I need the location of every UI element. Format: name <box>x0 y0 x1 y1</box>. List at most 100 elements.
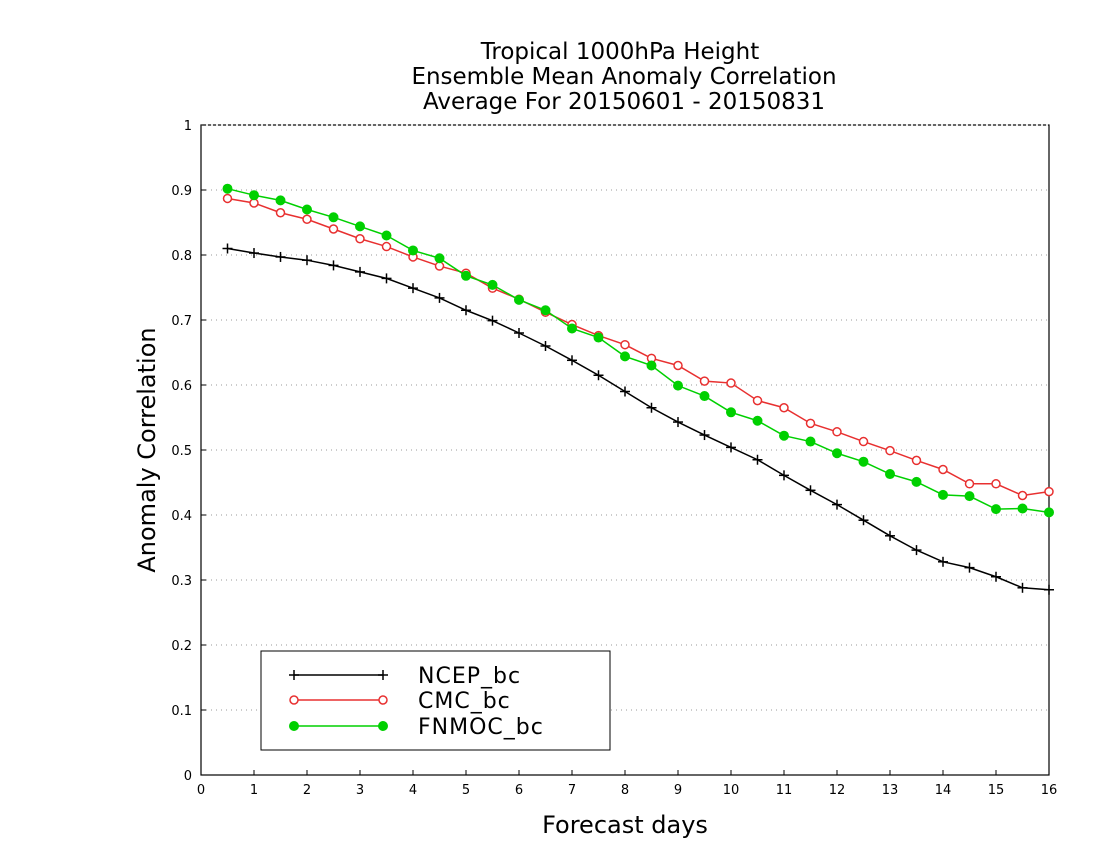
legend-item: FNMOC_bc <box>289 715 543 740</box>
x-tick-label: 11 <box>776 783 793 798</box>
data-point-open-circle <box>726 378 736 388</box>
data-point-open-circle <box>275 208 286 218</box>
data-point-filled-circle <box>408 245 418 256</box>
data-point-plus <box>328 260 339 271</box>
data-point-plus <box>487 315 498 326</box>
data-point-filled-circle <box>275 195 286 206</box>
y-tick-label: 0.1 <box>171 704 192 719</box>
data-point-open-circle <box>779 403 789 413</box>
y-tick-label: 1 <box>184 119 192 134</box>
data-point-open-circle <box>964 479 975 489</box>
data-point-plus <box>434 292 445 303</box>
legend-label: CMC_bc <box>418 689 511 714</box>
legend-item: CMC_bc <box>289 689 511 714</box>
y-tick-label: 0.6 <box>171 379 192 394</box>
data-point-plus <box>885 530 895 541</box>
data-point-filled-circle <box>858 456 869 467</box>
data-point-plus <box>302 255 312 266</box>
data-point-filled-circle <box>885 469 895 480</box>
y-axis-label: Anomaly Correlation <box>133 327 161 572</box>
data-point-filled-circle <box>222 183 233 194</box>
data-point-plus <box>355 266 365 277</box>
x-tick-label: 2 <box>303 783 311 798</box>
data-point-open-circle <box>752 395 763 406</box>
data-point-filled-circle <box>328 212 339 223</box>
data-point-filled-circle <box>434 253 445 264</box>
data-point-plus <box>275 251 286 262</box>
y-tick-label: 0 <box>184 769 192 784</box>
data-point-filled-circle <box>911 476 922 487</box>
data-point-open-circle <box>302 214 312 224</box>
data-point-plus <box>805 485 816 496</box>
data-point-filled-circle <box>381 230 392 241</box>
series-line <box>227 197 1050 497</box>
data-point-plus <box>832 499 842 510</box>
x-tick-label: 8 <box>621 783 629 798</box>
x-tick-label: 14 <box>935 783 952 798</box>
data-point-plus <box>593 370 604 381</box>
data-point-filled-circle <box>699 391 710 402</box>
data-point-open-circle <box>289 695 299 705</box>
data-point-open-circle <box>222 193 233 204</box>
data-point-open-circle <box>673 360 683 371</box>
data-point-open-circle <box>355 234 365 244</box>
data-point-plus <box>222 243 233 254</box>
data-point-filled-circle <box>302 204 312 215</box>
data-point-filled-circle <box>487 279 498 290</box>
legend-label: NCEP_bc <box>418 664 521 689</box>
data-point-plus <box>289 670 299 680</box>
x-tick-label: 7 <box>568 783 576 798</box>
data-point-plus <box>991 571 1001 582</box>
x-tick-label: 1 <box>250 783 258 798</box>
x-tick-label: 15 <box>988 783 1005 798</box>
data-point-filled-circle <box>964 491 975 502</box>
data-point-plus <box>1044 584 1054 595</box>
data-point-plus <box>408 283 418 294</box>
data-point-filled-circle <box>540 305 551 316</box>
data-point-filled-circle <box>726 407 736 418</box>
data-point-open-circle <box>328 224 339 234</box>
series-ncep-bc <box>222 243 1054 595</box>
data-point-plus <box>461 305 471 316</box>
data-point-plus <box>514 328 524 338</box>
data-point-plus <box>779 470 789 481</box>
data-point-plus <box>752 454 763 465</box>
x-tick-label: 10 <box>723 783 740 798</box>
x-tick-label: 3 <box>356 783 364 798</box>
y-tick-label: 0.8 <box>171 249 192 264</box>
series-fnmoc-bc <box>222 183 1054 518</box>
data-point-filled-circle <box>514 294 524 305</box>
data-point-filled-circle <box>1017 503 1028 514</box>
data-point-plus <box>699 430 710 441</box>
x-tick-label: 12 <box>829 783 846 798</box>
data-point-plus <box>964 562 975 573</box>
data-point-open-circle <box>938 464 948 475</box>
data-point-filled-circle <box>805 436 816 447</box>
data-point-plus <box>540 341 551 351</box>
title-line-3: Average For 20150601 - 20150831 <box>423 89 825 115</box>
data-point-open-circle <box>911 455 922 466</box>
data-point-plus <box>858 515 869 526</box>
x-axis-label: Forecast days <box>542 811 708 839</box>
y-axis-ticks: 0 0.1 0.2 0.3 0.4 0.5 0.6 0.7 0.8 0.9 1 <box>171 119 206 784</box>
data-point-open-circle <box>1044 486 1054 497</box>
series-layer <box>222 183 1054 595</box>
data-point-filled-circle <box>620 351 630 362</box>
data-point-filled-circle <box>991 504 1001 515</box>
data-point-open-circle <box>991 479 1001 489</box>
y-tick-label: 0.3 <box>171 574 192 589</box>
data-point-open-circle <box>1017 490 1028 501</box>
data-point-filled-circle <box>646 360 657 371</box>
x-axis-ticks: 0 1 2 3 4 5 6 7 8 9 10 11 12 13 14 15 16 <box>197 770 1057 798</box>
data-point-open-circle <box>378 695 388 705</box>
data-point-open-circle <box>832 427 842 437</box>
data-point-plus <box>378 670 388 680</box>
data-point-filled-circle <box>567 323 577 334</box>
legend-item: NCEP_bc <box>289 664 521 689</box>
data-point-filled-circle <box>378 721 388 731</box>
data-point-plus <box>646 402 657 413</box>
data-point-filled-circle <box>249 190 259 201</box>
data-point-filled-circle <box>593 332 604 343</box>
